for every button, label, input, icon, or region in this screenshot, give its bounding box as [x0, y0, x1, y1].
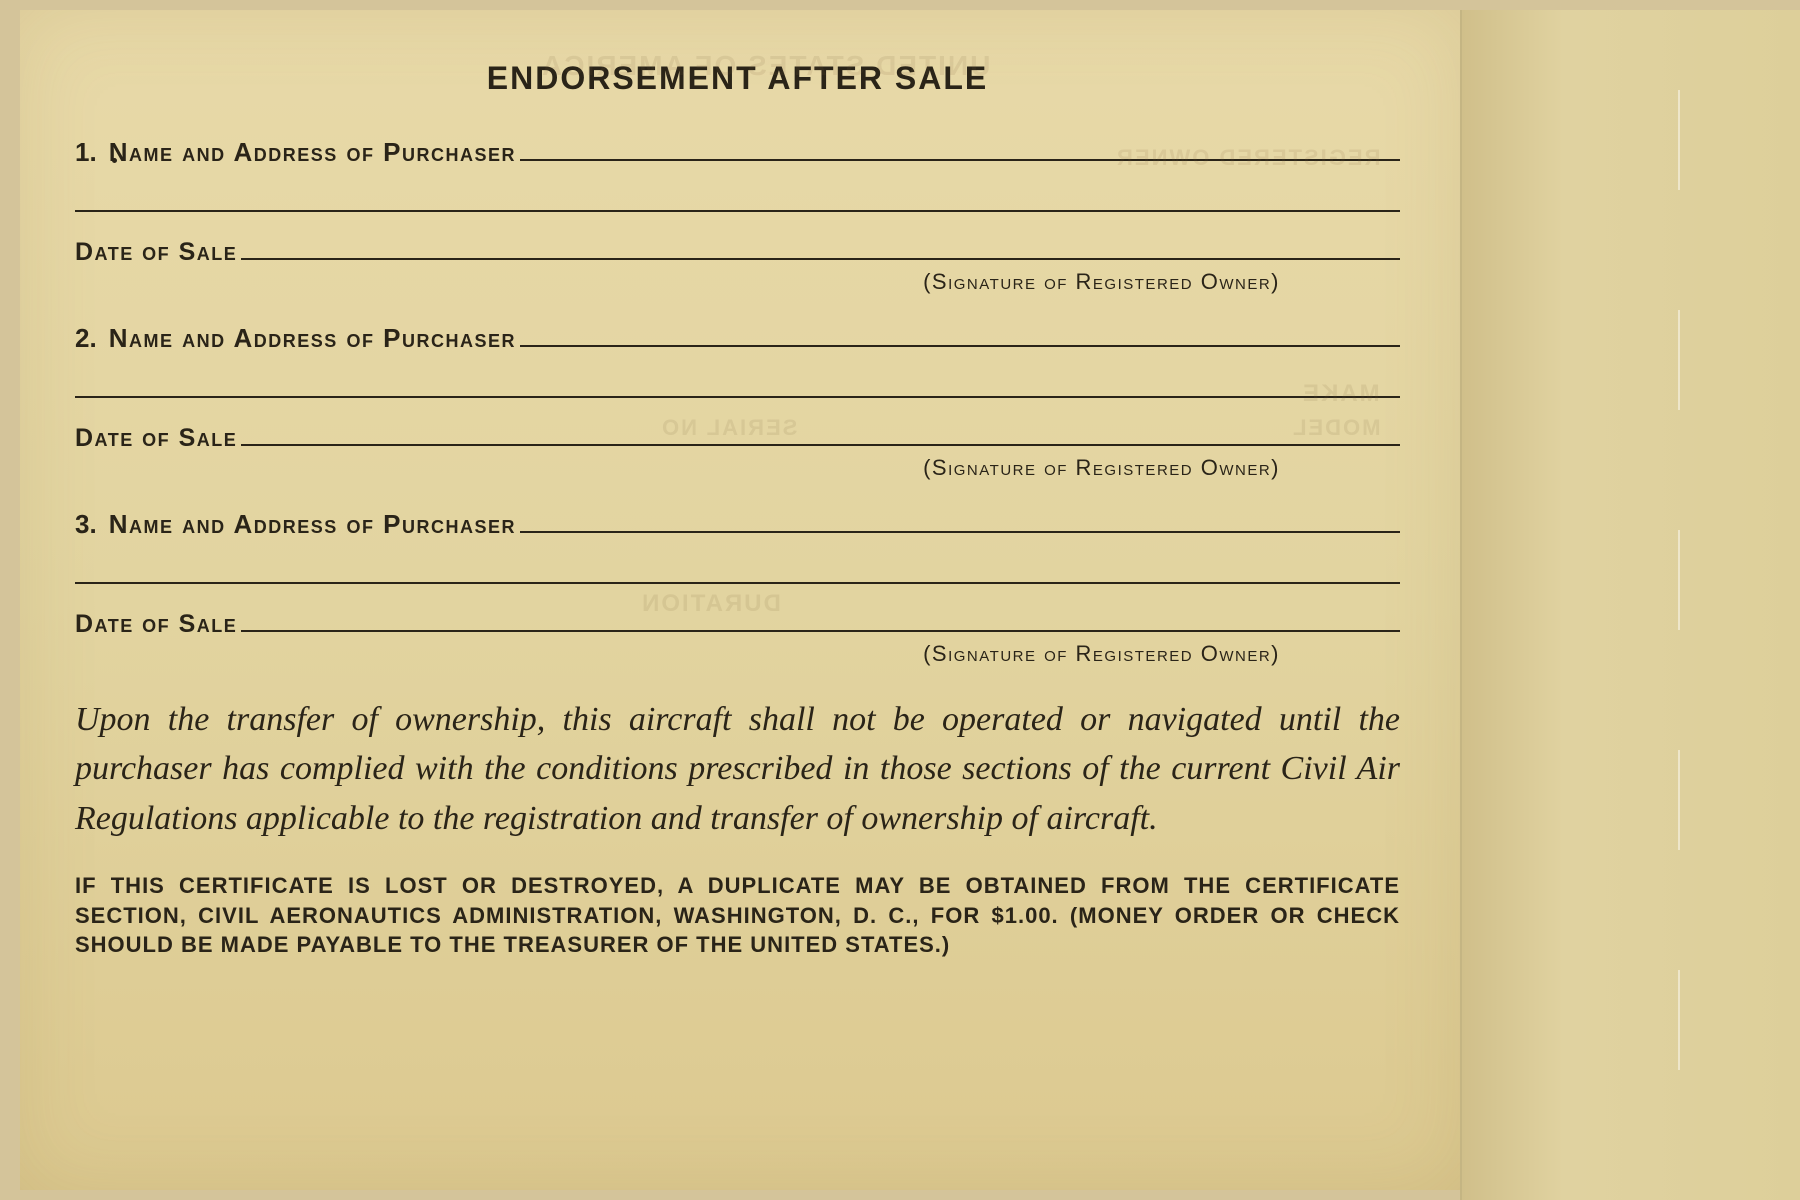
purchaser-row: 1. Name and Address of Purchaser: [75, 137, 1400, 168]
endorsement-section-3: 3. Name and Address of Purchaser Date of…: [75, 509, 1400, 667]
date-label: Date of Sale: [75, 610, 241, 639]
transfer-notice: Upon the transfer of ownership, this air…: [75, 695, 1400, 843]
signature-caption: (Signature of Registered Owner): [75, 455, 1400, 481]
lost-certificate-notice: IF THIS CERTIFICATE IS LOST OR DESTROYED…: [75, 871, 1400, 960]
binding-stitch: [1678, 750, 1680, 850]
date-label: Date of Sale: [75, 238, 241, 267]
ink-dot: [112, 158, 117, 163]
purchaser-row: 3. Name and Address of Purchaser: [75, 509, 1400, 540]
signature-caption: (Signature of Registered Owner): [75, 641, 1400, 667]
document-title: ENDORSEMENT AFTER SALE: [75, 60, 1400, 97]
section-number: 3.: [75, 509, 97, 540]
date-signature-field[interactable]: [241, 242, 1400, 260]
endorsement-section-2: 2. Name and Address of Purchaser Date of…: [75, 323, 1400, 481]
purchaser-label: Name and Address of Purchaser: [109, 509, 520, 540]
purchaser-field-line2[interactable]: [75, 174, 1400, 212]
purchaser-field-line2[interactable]: [75, 546, 1400, 584]
purchaser-label: Name and Address of Purchaser: [109, 323, 520, 354]
section-number: 2.: [75, 323, 97, 354]
date-signature-field[interactable]: [241, 428, 1400, 446]
date-signature-row: Date of Sale: [75, 610, 1400, 639]
date-signature-row: Date of Sale: [75, 424, 1400, 453]
purchaser-row: 2. Name and Address of Purchaser: [75, 323, 1400, 354]
binding-edge: [1460, 10, 1800, 1200]
purchaser-field[interactable]: [520, 329, 1400, 347]
endorsement-section-1: 1. Name and Address of Purchaser Date of…: [75, 137, 1400, 295]
purchaser-field[interactable]: [520, 143, 1400, 161]
binding-stitch: [1678, 310, 1680, 410]
purchaser-label: Name and Address of Purchaser: [109, 137, 520, 168]
date-label: Date of Sale: [75, 424, 241, 453]
signature-caption: (Signature of Registered Owner): [75, 269, 1400, 295]
purchaser-field[interactable]: [520, 515, 1400, 533]
binding-stitch: [1678, 90, 1680, 190]
date-signature-row: Date of Sale: [75, 238, 1400, 267]
binding-stitch: [1678, 970, 1680, 1070]
date-signature-field[interactable]: [241, 614, 1400, 632]
section-number: 1.: [75, 137, 97, 168]
document-page: UNITED STATES OF AMERICA REGISTERED OWNE…: [20, 10, 1460, 1190]
binding-stitch: [1678, 530, 1680, 630]
purchaser-field-line2[interactable]: [75, 360, 1400, 398]
